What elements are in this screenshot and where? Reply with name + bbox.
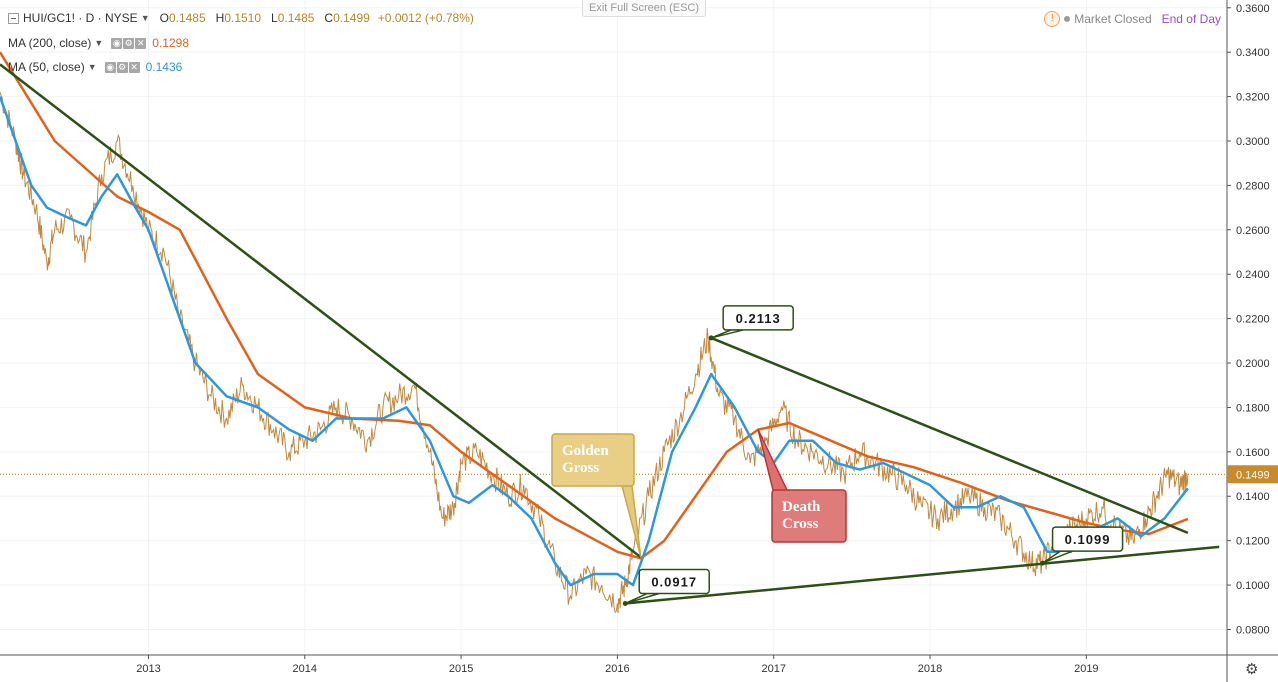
y-tick-label-14: 0.3600 — [1236, 3, 1270, 15]
high-label: H — [215, 11, 225, 25]
y-tick-label-13: 0.3400 — [1236, 47, 1270, 59]
low-label: L — [271, 11, 278, 25]
x-tick-label-3: 2016 — [605, 663, 629, 675]
symbol-label[interactable]: HUI/GC1! · D · NYSE — [23, 11, 138, 25]
y-tick-label-9: 0.2600 — [1236, 225, 1270, 237]
eye-icon[interactable]: ◉ — [104, 61, 116, 73]
y-tick-label-3: 0.1400 — [1236, 491, 1270, 503]
annotation-label-2: 0.1099 — [1065, 532, 1111, 547]
annotation-point-2 — [1040, 560, 1046, 566]
chart-settings-gear-icon[interactable]: ⚙ — [1245, 661, 1259, 678]
x-tick-label-1: 2014 — [293, 663, 317, 675]
annotation-box-2 — [1051, 526, 1124, 552]
close-icon[interactable]: ✕ — [135, 37, 147, 49]
change-value: +0.0012 (+0.78%) — [377, 11, 474, 25]
y-tick-label-8: 0.2400 — [1236, 269, 1270, 281]
market-status-text: Market Closed — [1074, 12, 1152, 26]
close-label: C — [324, 11, 334, 25]
chevron-down-icon[interactable]: ▼ — [94, 38, 104, 48]
gear-icon[interactable]: ⚙ — [123, 37, 135, 49]
y-tick-label-7: 0.2200 — [1236, 314, 1270, 326]
low-value: 0.1485 — [277, 11, 315, 25]
y-tick-label-12: 0.3200 — [1236, 92, 1270, 104]
ma50-legend: MA (50, close) ▼ ◉ ⚙ ✕ 0.1436 — [8, 60, 182, 74]
annotation-label-0: 0.2113 — [736, 311, 781, 326]
y-tick-label-2: 0.1200 — [1236, 536, 1270, 548]
price-series-line — [0, 91, 1189, 614]
close-value: 0.1499 — [333, 11, 370, 25]
y-tick-label-6: 0.2000 — [1236, 358, 1270, 370]
ma200-legend: MA (200, close) ▼ ◉ ⚙ ✕ 0.1298 — [8, 36, 189, 50]
x-tick-label-4: 2017 — [761, 663, 785, 675]
exit-fullscreen-button[interactable]: Exit Full Screen (ESC) — [582, 0, 707, 17]
last-price-box — [1227, 465, 1278, 484]
death-label-line-0: Death — [782, 499, 821, 515]
annotation-pointer-0 — [710, 329, 744, 339]
annotation-label-1: 0.0917 — [651, 574, 697, 589]
chevron-down-icon[interactable]: ▼ — [87, 62, 97, 72]
ma50-value: 0.1436 — [145, 60, 183, 74]
golden-label-line-0: Golden — [562, 443, 609, 459]
y-tick-label-10: 0.2800 — [1236, 180, 1270, 192]
eye-icon[interactable]: ◉ — [111, 37, 123, 49]
annotation-box-0 — [722, 305, 794, 331]
ma200-value: 0.1298 — [152, 36, 189, 50]
chevron-down-icon[interactable]: ▼ — [140, 13, 150, 23]
death-pointer — [757, 429, 790, 495]
ma50-label[interactable]: MA (50, close) — [8, 60, 85, 74]
y-tick-label-5: 0.1800 — [1236, 402, 1270, 414]
warning-icon[interactable]: ! — [1044, 11, 1061, 27]
x-tick-label-0: 2013 — [136, 663, 160, 675]
trendline-0 — [0, 63, 642, 559]
x-tick-label-2: 2015 — [449, 663, 473, 675]
symbol-legend: HUI/GC1! · D · NYSE ▼ O 0.1485 H 0.1510 L 0.… — [8, 11, 474, 25]
close-icon[interactable]: ✕ — [128, 61, 140, 73]
gear-icon[interactable]: ⚙ — [116, 61, 128, 73]
ma50-series-line — [0, 96, 1189, 587]
y-tick-label-4: 0.1600 — [1236, 447, 1270, 459]
x-tick-label-5: 2018 — [918, 663, 942, 675]
trendline-2 — [625, 545, 1220, 605]
open-value: 0.1485 — [168, 11, 206, 25]
annotation-box-1 — [638, 568, 710, 595]
collapse-icon[interactable] — [8, 12, 19, 24]
golden-label-line-1: Gross — [562, 460, 599, 476]
last-price-label: 0.1499 — [1236, 469, 1270, 481]
trendline-1 — [710, 336, 1189, 535]
death-box — [771, 489, 847, 543]
death-label-line-1: Cross — [782, 516, 819, 532]
high-value: 0.1510 — [224, 11, 262, 25]
ma200-label[interactable]: MA (200, close) — [8, 36, 92, 50]
y-tick-label-0: 0.0800 — [1236, 624, 1270, 636]
status-dot-icon — [1064, 16, 1071, 22]
market-status: ! Market Closed End of Day — [1044, 11, 1221, 27]
session-text[interactable]: End of Day — [1161, 12, 1221, 26]
golden-box — [551, 433, 635, 487]
x-tick-label-6: 2019 — [1074, 663, 1098, 675]
annotation-point-0 — [708, 335, 714, 341]
open-label: O — [159, 11, 169, 25]
y-tick-label-11: 0.3000 — [1236, 136, 1270, 148]
annotation-point-1 — [622, 600, 628, 606]
y-tick-label-1: 0.1000 — [1236, 580, 1270, 592]
